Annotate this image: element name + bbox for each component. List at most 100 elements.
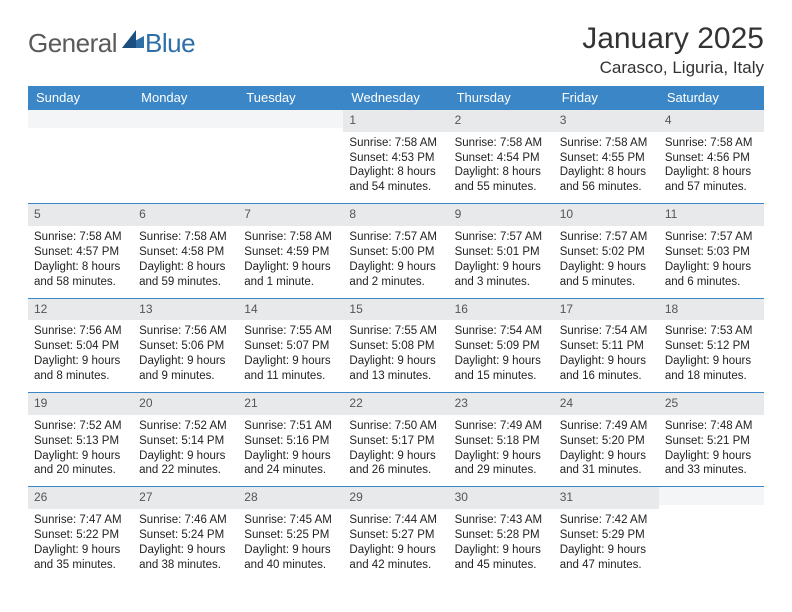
day-number: 21 bbox=[238, 393, 343, 415]
sunrise-text: Sunrise: 7:52 AM bbox=[139, 419, 232, 434]
day-cell bbox=[238, 110, 343, 204]
day-cell: 5Sunrise: 7:58 AMSunset: 4:57 PMDaylight… bbox=[28, 204, 133, 298]
daylight-text: Daylight: 9 hours and 9 minutes. bbox=[139, 354, 232, 384]
daylight-text: Daylight: 9 hours and 16 minutes. bbox=[560, 354, 653, 384]
sunrise-text: Sunrise: 7:52 AM bbox=[34, 419, 127, 434]
sunset-text: Sunset: 5:18 PM bbox=[455, 434, 548, 449]
week-row: 5Sunrise: 7:58 AMSunset: 4:57 PMDaylight… bbox=[28, 204, 764, 298]
day-number: 4 bbox=[659, 110, 764, 132]
brand-part2: Blue bbox=[145, 28, 195, 59]
sunrise-text: Sunrise: 7:57 AM bbox=[560, 230, 653, 245]
sunset-text: Sunset: 4:58 PM bbox=[139, 245, 232, 260]
sunset-text: Sunset: 5:20 PM bbox=[560, 434, 653, 449]
sunset-text: Sunset: 5:07 PM bbox=[244, 339, 337, 354]
day-cell: 6Sunrise: 7:58 AMSunset: 4:58 PMDaylight… bbox=[133, 204, 238, 298]
weekday-row: Sunday Monday Tuesday Wednesday Thursday… bbox=[28, 86, 764, 110]
day-cell bbox=[28, 110, 133, 204]
day-body: Sunrise: 7:49 AMSunset: 5:18 PMDaylight:… bbox=[449, 415, 554, 487]
sunset-text: Sunset: 5:06 PM bbox=[139, 339, 232, 354]
brand-part1: General bbox=[28, 28, 117, 59]
day-cell: 16Sunrise: 7:54 AMSunset: 5:09 PMDayligh… bbox=[449, 298, 554, 392]
daylight-text: Daylight: 9 hours and 45 minutes. bbox=[455, 543, 548, 573]
day-cell: 3Sunrise: 7:58 AMSunset: 4:55 PMDaylight… bbox=[554, 110, 659, 204]
day-cell: 22Sunrise: 7:50 AMSunset: 5:17 PMDayligh… bbox=[343, 393, 448, 487]
daylight-text: Daylight: 9 hours and 20 minutes. bbox=[34, 449, 127, 479]
day-body: Sunrise: 7:58 AMSunset: 4:59 PMDaylight:… bbox=[238, 226, 343, 298]
sunset-text: Sunset: 5:17 PM bbox=[349, 434, 442, 449]
day-cell: 26Sunrise: 7:47 AMSunset: 5:22 PMDayligh… bbox=[28, 487, 133, 581]
day-body: Sunrise: 7:52 AMSunset: 5:13 PMDaylight:… bbox=[28, 415, 133, 487]
daylight-text: Daylight: 9 hours and 35 minutes. bbox=[34, 543, 127, 573]
sunrise-text: Sunrise: 7:58 AM bbox=[560, 136, 653, 151]
title-block: January 2025 Carasco, Liguria, Italy bbox=[582, 22, 764, 78]
sunset-text: Sunset: 5:09 PM bbox=[455, 339, 548, 354]
day-body: Sunrise: 7:57 AMSunset: 5:02 PMDaylight:… bbox=[554, 226, 659, 298]
weekday-header: Tuesday bbox=[238, 86, 343, 110]
day-cell: 27Sunrise: 7:46 AMSunset: 5:24 PMDayligh… bbox=[133, 487, 238, 581]
day-number: 29 bbox=[343, 487, 448, 509]
day-number: 27 bbox=[133, 487, 238, 509]
day-body: Sunrise: 7:58 AMSunset: 4:58 PMDaylight:… bbox=[133, 226, 238, 298]
day-number: 23 bbox=[449, 393, 554, 415]
day-cell: 14Sunrise: 7:55 AMSunset: 5:07 PMDayligh… bbox=[238, 298, 343, 392]
sunset-text: Sunset: 5:16 PM bbox=[244, 434, 337, 449]
sunset-text: Sunset: 5:01 PM bbox=[455, 245, 548, 260]
sunrise-text: Sunrise: 7:53 AM bbox=[665, 324, 758, 339]
sunrise-text: Sunrise: 7:51 AM bbox=[244, 419, 337, 434]
sunrise-text: Sunrise: 7:50 AM bbox=[349, 419, 442, 434]
day-body: Sunrise: 7:55 AMSunset: 5:07 PMDaylight:… bbox=[238, 320, 343, 392]
week-row: 1Sunrise: 7:58 AMSunset: 4:53 PMDaylight… bbox=[28, 110, 764, 204]
daylight-text: Daylight: 9 hours and 6 minutes. bbox=[665, 260, 758, 290]
weekday-header: Saturday bbox=[659, 86, 764, 110]
sunset-text: Sunset: 4:57 PM bbox=[34, 245, 127, 260]
day-body: Sunrise: 7:56 AMSunset: 5:04 PMDaylight:… bbox=[28, 320, 133, 392]
day-body bbox=[238, 128, 343, 184]
day-number: 3 bbox=[554, 110, 659, 132]
day-number: 26 bbox=[28, 487, 133, 509]
sunrise-text: Sunrise: 7:49 AM bbox=[455, 419, 548, 434]
sunrise-text: Sunrise: 7:56 AM bbox=[139, 324, 232, 339]
sunset-text: Sunset: 5:08 PM bbox=[349, 339, 442, 354]
day-cell: 4Sunrise: 7:58 AMSunset: 4:56 PMDaylight… bbox=[659, 110, 764, 204]
day-cell: 12Sunrise: 7:56 AMSunset: 5:04 PMDayligh… bbox=[28, 298, 133, 392]
day-cell: 21Sunrise: 7:51 AMSunset: 5:16 PMDayligh… bbox=[238, 393, 343, 487]
day-body: Sunrise: 7:50 AMSunset: 5:17 PMDaylight:… bbox=[343, 415, 448, 487]
day-cell: 7Sunrise: 7:58 AMSunset: 4:59 PMDaylight… bbox=[238, 204, 343, 298]
day-number: 16 bbox=[449, 299, 554, 321]
daylight-text: Daylight: 8 hours and 54 minutes. bbox=[349, 165, 442, 195]
day-cell: 2Sunrise: 7:58 AMSunset: 4:54 PMDaylight… bbox=[449, 110, 554, 204]
sunset-text: Sunset: 4:55 PM bbox=[560, 151, 653, 166]
day-body bbox=[28, 128, 133, 184]
calendar-head: Sunday Monday Tuesday Wednesday Thursday… bbox=[28, 86, 764, 110]
month-title: January 2025 bbox=[582, 22, 764, 56]
day-body: Sunrise: 7:57 AMSunset: 5:03 PMDaylight:… bbox=[659, 226, 764, 298]
day-number: 15 bbox=[343, 299, 448, 321]
daylight-text: Daylight: 8 hours and 55 minutes. bbox=[455, 165, 548, 195]
day-body: Sunrise: 7:58 AMSunset: 4:54 PMDaylight:… bbox=[449, 132, 554, 204]
week-row: 26Sunrise: 7:47 AMSunset: 5:22 PMDayligh… bbox=[28, 487, 764, 581]
sunrise-text: Sunrise: 7:54 AM bbox=[560, 324, 653, 339]
daylight-text: Daylight: 8 hours and 57 minutes. bbox=[665, 165, 758, 195]
weekday-header: Wednesday bbox=[343, 86, 448, 110]
daylight-text: Daylight: 9 hours and 2 minutes. bbox=[349, 260, 442, 290]
sunset-text: Sunset: 5:24 PM bbox=[139, 528, 232, 543]
sunset-text: Sunset: 5:03 PM bbox=[665, 245, 758, 260]
day-number: 25 bbox=[659, 393, 764, 415]
daylight-text: Daylight: 9 hours and 26 minutes. bbox=[349, 449, 442, 479]
sunset-text: Sunset: 5:29 PM bbox=[560, 528, 653, 543]
day-number: 19 bbox=[28, 393, 133, 415]
sunset-text: Sunset: 5:04 PM bbox=[34, 339, 127, 354]
day-cell: 10Sunrise: 7:57 AMSunset: 5:02 PMDayligh… bbox=[554, 204, 659, 298]
sunrise-text: Sunrise: 7:43 AM bbox=[455, 513, 548, 528]
day-number: 31 bbox=[554, 487, 659, 509]
day-cell: 28Sunrise: 7:45 AMSunset: 5:25 PMDayligh… bbox=[238, 487, 343, 581]
day-body: Sunrise: 7:56 AMSunset: 5:06 PMDaylight:… bbox=[133, 320, 238, 392]
day-number: 2 bbox=[449, 110, 554, 132]
day-body: Sunrise: 7:46 AMSunset: 5:24 PMDaylight:… bbox=[133, 509, 238, 581]
day-cell: 18Sunrise: 7:53 AMSunset: 5:12 PMDayligh… bbox=[659, 298, 764, 392]
day-cell: 24Sunrise: 7:49 AMSunset: 5:20 PMDayligh… bbox=[554, 393, 659, 487]
daylight-text: Daylight: 9 hours and 1 minute. bbox=[244, 260, 337, 290]
day-cell: 19Sunrise: 7:52 AMSunset: 5:13 PMDayligh… bbox=[28, 393, 133, 487]
day-body: Sunrise: 7:58 AMSunset: 4:55 PMDaylight:… bbox=[554, 132, 659, 204]
day-body: Sunrise: 7:49 AMSunset: 5:20 PMDaylight:… bbox=[554, 415, 659, 487]
